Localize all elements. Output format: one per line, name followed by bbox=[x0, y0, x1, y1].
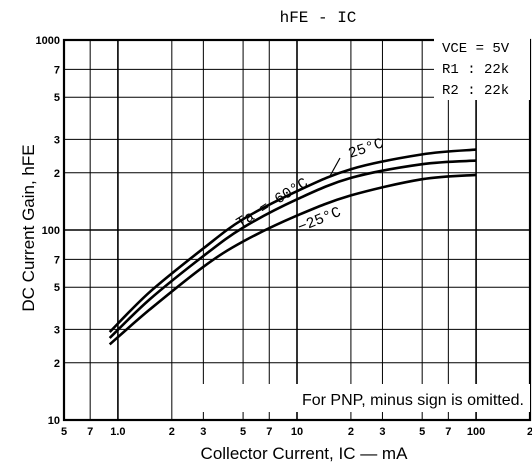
x-tick-label: 3 bbox=[379, 426, 385, 438]
annotation-backdrop bbox=[180, 384, 530, 412]
series-line-2 bbox=[108, 173, 477, 346]
x-tick-label: 2 bbox=[348, 426, 354, 438]
series-lines bbox=[108, 148, 477, 346]
x-tick-label: 1.0 bbox=[110, 426, 125, 438]
x-tick-label: 2 bbox=[169, 426, 175, 438]
y-tick-label: 1000 bbox=[36, 35, 60, 47]
x-tick-label: 10 bbox=[291, 426, 303, 438]
y-tick-label: 5 bbox=[54, 92, 60, 104]
y-tick-label: 100 bbox=[42, 225, 60, 237]
y-tick-label: 3 bbox=[54, 134, 60, 146]
y-tick-label: 7 bbox=[54, 64, 60, 76]
y-tick-label: 5 bbox=[54, 282, 60, 294]
series-label-minus25c: −25°C bbox=[296, 204, 344, 237]
x-axis-label: Collector Current, IC — mA bbox=[201, 444, 409, 463]
condition-vce: VCE = 5V bbox=[442, 41, 510, 57]
series-line-0 bbox=[108, 148, 477, 334]
x-tick-label: 5 bbox=[61, 426, 67, 438]
y-axis-label: DC Current Gain, hFE bbox=[19, 144, 38, 311]
x-tick-label: 3 bbox=[200, 426, 206, 438]
y-tick-label: 7 bbox=[54, 254, 60, 266]
x-tick-label: 7 bbox=[87, 426, 93, 438]
x-tick-label: 2 bbox=[527, 426, 532, 438]
y-tick-label: 2 bbox=[54, 358, 60, 370]
conditions-box bbox=[434, 36, 530, 100]
plot-frame bbox=[62, 38, 532, 422]
series-label-25c-leader bbox=[329, 157, 341, 177]
series-line-1 bbox=[108, 159, 477, 339]
condition-r2: R2 : 22k bbox=[442, 83, 509, 99]
x-tick-label: 5 bbox=[419, 426, 425, 438]
y-tick-labels: 10 2 3 5 7 100 2 3 5 7 1000 bbox=[36, 35, 60, 427]
x-tick-label: 7 bbox=[266, 426, 272, 438]
y-tick-label: 10 bbox=[48, 415, 60, 427]
x-tick-labels: 5 7 1.0 2 3 5 7 10 2 3 5 7 100 2 bbox=[61, 426, 532, 438]
y-tick-label: 2 bbox=[54, 168, 60, 180]
chart-title: hFE - IC bbox=[280, 9, 357, 27]
x-tick-label: 7 bbox=[445, 426, 451, 438]
x-tick-label: 100 bbox=[467, 426, 485, 438]
y-tick-label: 3 bbox=[54, 324, 60, 336]
condition-r1: R1 : 22k bbox=[442, 62, 509, 78]
pnp-note: For PNP, minus sign is omitted. bbox=[302, 392, 524, 409]
x-tick-label: 5 bbox=[240, 426, 246, 438]
